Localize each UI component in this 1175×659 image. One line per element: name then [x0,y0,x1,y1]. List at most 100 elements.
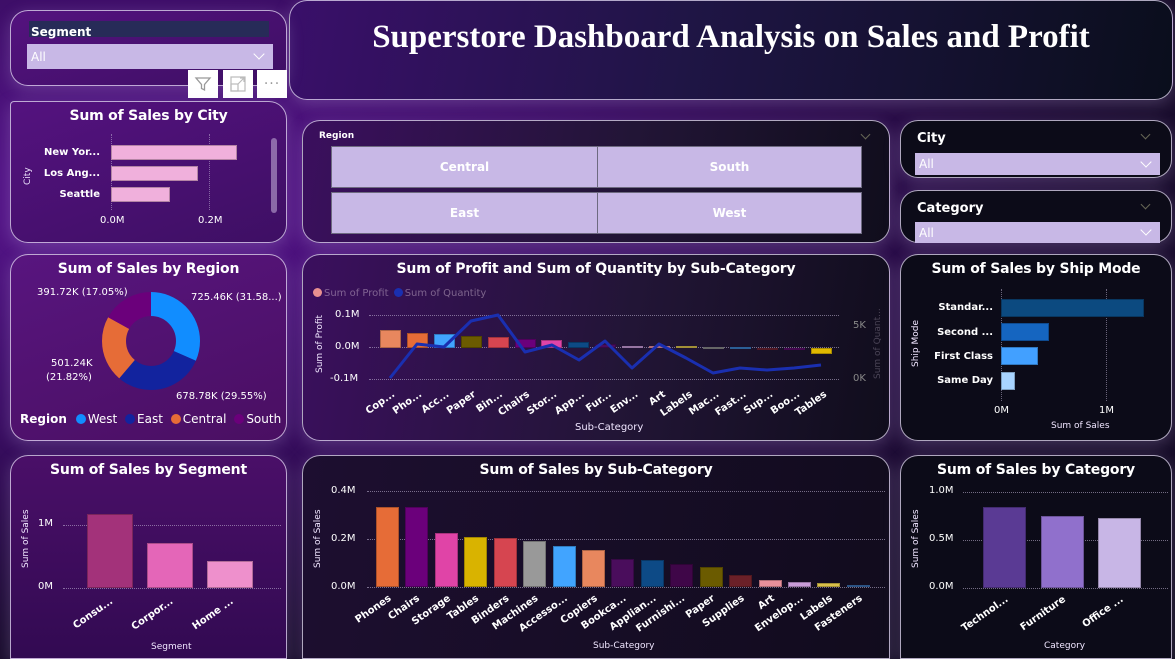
legend: Sum of Profit Sum of Quantity [313,288,486,299]
x-tick: Home ... [190,596,236,633]
profit-quantity-chart[interactable]: Sum of Profit and Sum of Quantity by Sub… [302,254,890,441]
legend-item-east[interactable]: East [125,412,163,426]
profit-bar[interactable] [703,347,724,349]
sales-by-sub-category-chart[interactable]: Sum of Sales by Sub-Category Sum of Sale… [302,455,890,659]
bar-home-office[interactable] [207,561,253,588]
profit-bar[interactable] [380,330,401,348]
bar-office-supplies[interactable] [1098,518,1141,588]
gridline [1106,289,1107,401]
bar-technology[interactable] [983,507,1026,588]
bar-los-angeles[interactable] [111,166,198,181]
bar-second-class[interactable] [1001,323,1049,341]
bar-art[interactable] [759,580,782,587]
bar-chairs[interactable] [405,507,428,587]
bar-copiers[interactable] [582,550,605,587]
profit-bar[interactable] [515,339,536,348]
y-tick: 0.2M [331,533,356,544]
city-dropdown-value: All [919,157,934,171]
legend-item-central[interactable]: Central [170,412,226,426]
sales-by-region-chart[interactable]: Sum of Sales by Region 725.46K (31.58...… [10,254,287,441]
sales-by-segment-chart[interactable]: Sum of Sales by Segment Sum of Sales 1M … [10,455,287,659]
sales-by-city-chart[interactable]: Sum of Sales by City City New Yor... Los… [10,101,287,243]
city-label: Seattle [59,189,100,200]
legend-item-west[interactable]: West [75,412,117,426]
y-tick: 0.0M [335,341,360,352]
more-options-button[interactable]: ··· [257,70,287,98]
category-dropdown[interactable]: All [915,222,1160,243]
profit-bar[interactable] [811,348,832,354]
scrollbar[interactable] [271,138,277,213]
donut-chart[interactable] [101,291,201,391]
bar-storage[interactable] [435,533,458,587]
x-tick: Office ... [1080,594,1126,631]
profit-bar[interactable] [568,342,589,348]
bar-same-day[interactable] [1001,372,1015,390]
bar-supplies[interactable] [729,575,752,587]
bar-furniture[interactable] [1041,516,1084,588]
region-tile-east[interactable]: East [331,192,598,234]
y-axis-label: Sum of Sales [21,509,31,568]
city-slicer-label: City [917,131,946,146]
gridline [963,588,1168,589]
y-axis-label: Ship Mode [911,319,921,367]
bar-appliances[interactable] [641,560,664,587]
gridline [63,525,281,526]
focus-mode-button[interactable] [223,70,253,98]
focus-mode-icon [230,76,246,92]
ship-mode-label: Same Day [937,375,993,386]
quantity-line[interactable] [303,255,891,442]
bar-phones[interactable] [376,507,399,587]
sales-by-category-chart[interactable]: Sum of Sales by Category Sum of Sales 1.… [900,455,1172,659]
profit-bar[interactable] [676,346,697,348]
legend: Region West East Central South [20,412,281,426]
profit-bar[interactable] [649,346,670,348]
sales-by-ship-mode-chart[interactable]: Sum of Sales by Ship Mode Ship Mode Stan… [900,254,1172,441]
profit-bar[interactable] [488,337,509,348]
bar-accessories[interactable] [553,546,576,587]
bar-consumer[interactable] [87,514,133,588]
city-label: New Yor... [44,147,100,158]
bar-fasteners[interactable] [847,585,870,587]
x-axis-label: Sub-Category [575,422,644,433]
legend-title: Region [20,412,67,426]
profit-bar[interactable] [622,346,643,348]
region-tile-central[interactable]: Central [331,146,598,188]
ship-mode-label: Standar... [938,302,993,313]
bar-corporate[interactable] [147,543,193,588]
chart-title: Sum of Sales by Category [937,462,1135,478]
city-dropdown[interactable]: All [915,153,1160,175]
filter-icon [194,77,212,92]
segment-dropdown[interactable]: All [27,44,273,69]
legend-item-profit[interactable]: Sum of Profit [313,288,389,299]
bar-seattle[interactable] [111,187,170,202]
x-tick: Consu... [71,596,116,632]
region-tile-west[interactable]: West [597,192,862,234]
x-tick: Phones [353,593,394,626]
profit-bar[interactable] [784,348,805,350]
bar-binders[interactable] [494,538,517,587]
bar-bookcases[interactable] [611,559,634,587]
gridline [1001,289,1002,401]
legend-item-quantity[interactable]: Sum of Quantity [393,288,486,299]
legend-item-south[interactable]: South [234,412,281,426]
page-title: Superstore Dashboard Analysis on Sales a… [372,19,1090,55]
profit-bar[interactable] [461,336,482,348]
profit-bar[interactable] [730,347,751,349]
region-tile-south[interactable]: South [597,146,862,188]
profit-bar[interactable] [595,344,616,348]
bar-new-york[interactable] [111,145,237,160]
bar-standard[interactable] [1001,299,1144,317]
bar-tables[interactable] [464,537,487,587]
bar-labels[interactable] [817,583,840,587]
bar-first-class[interactable] [1001,347,1038,365]
bar-furnishings[interactable] [670,564,693,587]
bar-machines[interactable] [523,541,546,587]
bar-envelopes[interactable] [788,582,811,587]
y-tick: 0.5M [929,533,954,544]
filter-button[interactable] [188,70,218,98]
chart-title: Sum of Sales by Segment [50,462,247,478]
bar-paper[interactable] [700,567,723,587]
category-slicer-label: Category [917,201,984,216]
category-slicer: Category All [900,190,1172,243]
profit-bar[interactable] [757,348,778,350]
